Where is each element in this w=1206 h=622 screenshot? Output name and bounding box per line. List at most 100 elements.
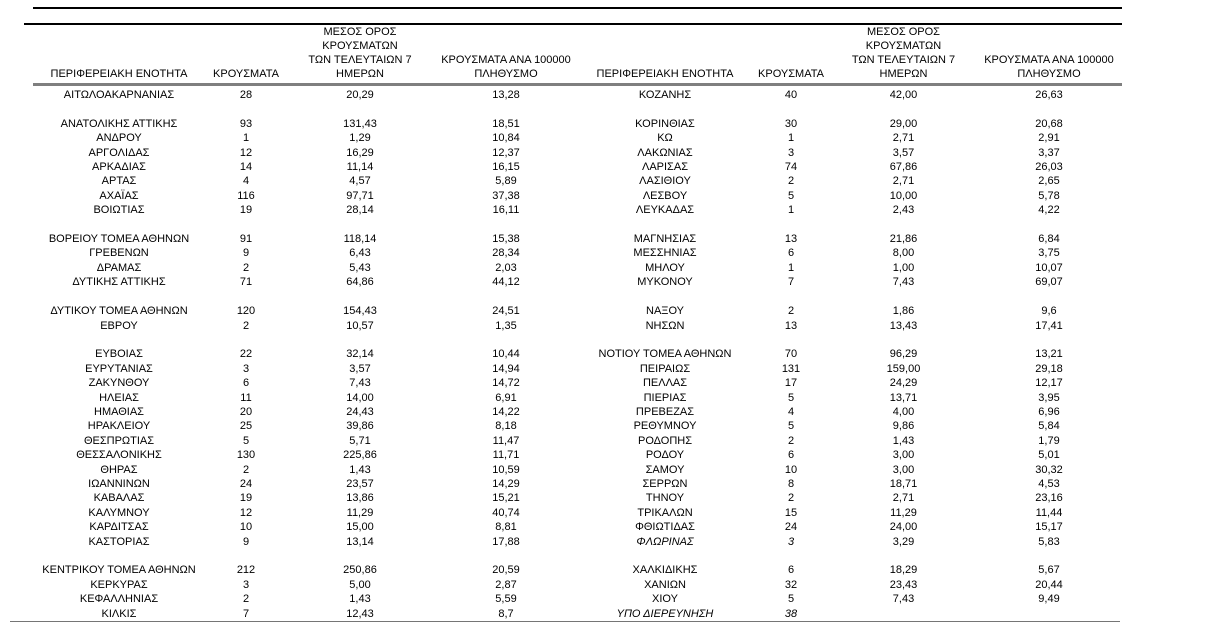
right-avg7-cell	[831, 290, 976, 304]
header-top-rule	[24, 23, 1122, 25]
right-avg7-cell: 8,00	[892, 247, 915, 260]
left-per100k-cell: 14,29	[492, 477, 520, 490]
right-per100k-cell: 6,96	[1038, 405, 1060, 418]
left-region-cell: ΑΝΔΡΟΥ	[96, 132, 142, 145]
right-region-cell	[579, 290, 751, 304]
left-per100k-cell	[433, 333, 579, 347]
right-avg7-cell	[831, 218, 976, 232]
right-region-cell: ΥΠΟ ΔΙΕΡΕΥΝΗΣΗ	[616, 607, 714, 620]
right-region-cell	[579, 218, 751, 232]
right-cases-cell: 3	[787, 146, 795, 159]
table-row: ΔΡΑΜΑΣ 2 5,43 2,03 ΜΗΛΟΥ 1 1,00 10,07	[33, 261, 1122, 275]
right-per100k-cell: 23,16	[1035, 492, 1063, 505]
left-region-cell	[33, 333, 205, 347]
right-avg7-cell: 2,43	[892, 204, 915, 217]
left-avg7-cell: 11,14	[346, 161, 374, 174]
right-avg7-cell: 23,43	[889, 578, 918, 591]
left-cases-cell: 3	[242, 578, 250, 591]
left-per100k-cell: 12,37	[492, 146, 520, 159]
right-per100k-cell: 11,44	[1035, 506, 1063, 519]
table-row: ΒΟΡΕΙΟΥ ΤΟΜΕΑ ΑΘΗΝΩΝ 91 118,14 15,38 ΜΑΓΝΗΣΙ…	[33, 232, 1122, 246]
right-region-cell: ΠΕΙΡΑΙΩΣ	[639, 362, 691, 375]
right-avg7-cell: 3,00	[892, 463, 915, 476]
left-region-cell: ΚΑΒΑΛΑΣ	[93, 492, 145, 505]
right-per100k-cell: 17,41	[1035, 319, 1063, 332]
right-cases-cell: 70	[784, 348, 798, 361]
right-cases-cell: 5	[787, 593, 795, 606]
left-avg7-cell: 131,43	[343, 117, 377, 130]
left-avg7-cell: 14,00	[346, 391, 374, 404]
right-cases-cell: 24	[784, 521, 798, 534]
left-avg7-cell: 1,43	[349, 463, 371, 476]
left-region-cell: ΖΑΚΥΝΘΟΥ	[88, 377, 150, 390]
right-cases-cell: 30	[784, 117, 798, 130]
table-row: ΗΡΑΚΛΕΙΟΥ 25 39,86 8,18 ΡΕΘΥΜΝΟΥ 5 9,86 5,84	[33, 419, 1122, 433]
table-row: ΗΜΑΘΙΑΣ 20 24,43 14,22 ΠΡΕΒΕΖΑΣ 4 4,00 6,96	[33, 405, 1122, 419]
left-per100k-cell: 10,59	[492, 463, 520, 476]
right-per100k-cell: 20,68	[1035, 117, 1063, 130]
right-cases-cell: 5	[787, 391, 795, 404]
left-cases-cell	[205, 102, 287, 116]
left-cases-cell: 4	[242, 175, 250, 188]
left-per100k-cell: 11,71	[492, 449, 520, 462]
left-cases-cell: 3	[242, 362, 250, 375]
left-avg7-cell: 64,86	[346, 276, 374, 289]
left-region-cell: ΗΡΑΚΛΕΙΟΥ	[87, 420, 151, 433]
left-per100k-cell	[433, 218, 579, 232]
left-region-cell: ΚΑΛΥΜΝΟΥ	[88, 506, 150, 519]
right-cases-cell: 32	[784, 578, 798, 591]
right-cases-cell: 10	[784, 463, 798, 476]
left-region-cell: ΑΡΤΑΣ	[101, 175, 137, 188]
left-cases-cell: 14	[239, 161, 253, 174]
table-body: ΑΙΤΩΛΟΑΚΑΡΝΑΝΙΑΣ 28 20,29 13,28 ΚΟΖΑΝΗΣ 40 42,…	[33, 85, 1122, 622]
right-region-cell: ΜΕΣΣΗΝΙΑΣ	[633, 247, 697, 260]
top-rule	[33, 7, 1122, 9]
right-avg7-cell: 18,71	[889, 477, 918, 490]
table-row: ΚΑΒΑΛΑΣ 19 13,86 15,21 ΤΗΝΟΥ 2 2,71 23,16	[33, 491, 1122, 505]
left-per100k-cell: 1,35	[495, 319, 517, 332]
right-per100k-cell: 9,49	[1038, 593, 1060, 606]
table-row: ΚΑΣΤΟΡΙΑΣ 9 13,14 17,88 ΦΛΩΡΙΝΑΣ 3 3,29 5,83	[33, 535, 1122, 549]
left-avg7-cell: 11,29	[346, 506, 374, 519]
left-cases-cell: 120	[236, 305, 256, 318]
left-avg7-cell: 23,57	[346, 477, 374, 490]
right-avg7-cell: 67,86	[889, 161, 918, 174]
left-per100k-cell: 11,47	[492, 434, 520, 447]
table-row	[33, 290, 1122, 304]
right-avg7-cell: 2,71	[892, 175, 915, 188]
left-region-cell: ΚΑΣΤΟΡΙΑΣ	[88, 535, 150, 548]
right-cases-cell: 6	[787, 564, 795, 577]
right-region-cell: ΡΕΘΥΜΝΟΥ	[633, 420, 697, 433]
right-avg7-cell: 10,00	[889, 189, 918, 202]
left-cases-cell: 93	[239, 117, 253, 130]
left-avg7-cell: 3,57	[349, 362, 371, 375]
left-region-cell	[33, 549, 205, 563]
left-avg7-cell: 24,43	[346, 405, 374, 418]
right-cases-cell: 1	[787, 204, 795, 217]
left-per100k-cell: 10,44	[492, 348, 520, 361]
right-region-cell: ΠΙΕΡΙΑΣ	[643, 391, 687, 404]
right-per100k-cell: 29,18	[1035, 362, 1063, 375]
left-region-cell: ΕΒΡΟΥ	[100, 319, 138, 332]
right-per100k-cell: 1,79	[1038, 434, 1060, 447]
left-avg7-cell: 7,43	[349, 377, 371, 390]
right-per100k-cell	[976, 607, 1122, 621]
left-avg7-cell: 39,86	[346, 420, 374, 433]
table-row: ΚΕΦΑΛΛΗΝΙΑΣ 2 1,43 5,59 ΧΙΟΥ 5 7,43 9,49	[33, 592, 1122, 606]
right-cases-cell	[751, 549, 831, 563]
left-avg7-cell: 15,00	[346, 521, 374, 534]
right-region-cell: ΝΗΣΩΝ	[645, 319, 685, 332]
right-avg7-cell	[831, 333, 976, 347]
right-per100k-cell: 12,17	[1035, 377, 1063, 390]
right-region-cell: ΜΗΛΟΥ	[645, 261, 685, 274]
right-per100k-cell: 6,84	[1038, 233, 1060, 246]
right-per100k-cell: 5,78	[1038, 189, 1060, 202]
right-avg7-cell: 9,86	[892, 420, 915, 433]
table-row: ΑΝΑΤΟΛΙΚΗΣ ΑΤΤΙΚΗΣ 93 131,43 18,51 ΚΟΡΙΝΘΙΑΣ…	[33, 117, 1122, 131]
right-per100k-cell: 4,22	[1038, 204, 1060, 217]
table-row: ΑΡΚΑΔΙΑΣ 14 11,14 16,15 ΛΑΡΙΣΑΣ 74 67,86 26,03	[33, 160, 1122, 174]
left-region-cell: ΚΕΦΑΛΛΗΝΙΑΣ	[79, 593, 159, 606]
left-per100k-cell: 6,91	[495, 391, 517, 404]
right-region-cell: ΛΑΚΩΝΙΑΣ	[637, 146, 693, 159]
